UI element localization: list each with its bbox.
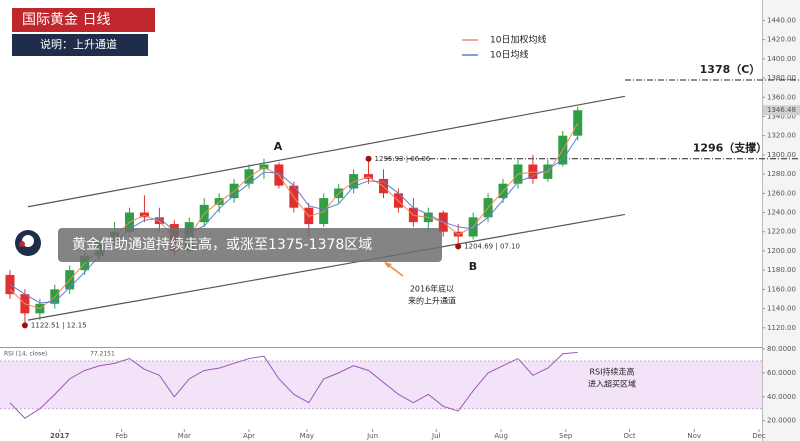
- extreme-label: 1295.93 | 06.06: [375, 155, 431, 163]
- x-tick-label: Aug: [494, 432, 508, 440]
- subtitle: 说明：上升通道: [40, 37, 117, 51]
- y-tick-label: 1340.00: [767, 112, 796, 120]
- x-tick-label: Dec: [752, 432, 766, 440]
- y-tick-label: 1120.00: [767, 324, 796, 332]
- subtitle-box: [12, 34, 148, 56]
- callout-text: 黄金借助通道持续走高，或涨至1375-1378区域: [72, 236, 372, 253]
- point-label: A: [274, 140, 283, 153]
- x-tick-label: Jun: [366, 432, 378, 440]
- x-tick-label: Sep: [559, 432, 573, 440]
- candle-body: [573, 110, 583, 136]
- y-tick-label: 1140.00: [767, 305, 796, 313]
- rsi-band: [0, 360, 762, 409]
- axis-panel: [762, 0, 800, 441]
- y-tick-label: 60.0000: [767, 369, 796, 377]
- rsi-last: 77.2151: [90, 351, 115, 358]
- y-tick-label: 1420.00: [767, 36, 796, 44]
- y-tick-label: 1180.00: [767, 266, 796, 274]
- extreme-dot: [365, 155, 372, 162]
- y-tick-label: 1280.00: [767, 170, 796, 178]
- x-tick-label: Nov: [687, 432, 701, 440]
- y-tick-label: 1220.00: [767, 228, 796, 236]
- y-tick-label: 40.0000: [767, 393, 796, 401]
- rsi-note: 进入超买区域: [588, 379, 636, 389]
- x-tick-label: Mar: [178, 432, 191, 440]
- callout-box: [58, 228, 442, 262]
- y-tick-label: 1260.00: [767, 189, 796, 197]
- x-tick-label: Oct: [624, 432, 636, 440]
- level-label: 1296（支撑）: [693, 141, 768, 155]
- y-tick-label: 1320.00: [767, 132, 796, 140]
- channel-line: [27, 95, 626, 208]
- extreme-dot: [21, 322, 28, 329]
- y-tick-label: 1300.00: [767, 151, 796, 159]
- y-tick-label: 1360.00: [767, 93, 796, 101]
- price-tag-label: 1346.48: [767, 106, 796, 114]
- rsi-title: RSI (14, close): [4, 351, 47, 358]
- y-tick-label: 80.0000: [767, 345, 796, 353]
- chart-title: 国际黄金 日线: [22, 11, 110, 28]
- y-tick-label: 1440.00: [767, 16, 796, 24]
- extreme-label: 1122.51 | 12.15: [31, 321, 87, 329]
- legend-label: 10日加权均线: [490, 34, 546, 46]
- legend-label: 10日均线: [490, 49, 528, 61]
- x-tick-label: Jul: [431, 432, 441, 440]
- plot: 1120.00 1140.00 1160.00 1180.00 1200.00 1220.…: [0, 16, 800, 440]
- y-tick-label: 20.0000: [767, 417, 796, 425]
- extreme-label: 1204.69 | 07.10: [464, 242, 520, 250]
- icon: [19, 241, 25, 247]
- y-tick-label: 1400.00: [767, 55, 796, 63]
- point-label: B: [469, 260, 477, 273]
- channel-note: 2016年底以: [410, 284, 454, 294]
- y-tick-label: 1380.00: [767, 74, 796, 82]
- x-tick-label: May: [300, 432, 314, 440]
- channel-note: 来的上升通道: [408, 296, 456, 306]
- arrow-head: [384, 262, 392, 268]
- candle-body: [5, 274, 15, 295]
- level-label: 1378（C）: [700, 63, 761, 76]
- title-box: [12, 8, 155, 32]
- price-tag: [763, 105, 800, 116]
- x-tick-label: Feb: [115, 432, 128, 440]
- channel-line: [27, 213, 626, 321]
- rsi-line: [9, 351, 578, 419]
- y-tick-label: 1200.00: [767, 247, 796, 255]
- y-tick-label: 1160.00: [767, 285, 796, 293]
- y-tick-label: 1240.00: [767, 209, 796, 217]
- extreme-dot: [455, 243, 462, 250]
- rsi-note: RSI持续走高: [590, 367, 635, 377]
- x-tick-label: 2017: [50, 432, 70, 440]
- x-tick-label: Apr: [243, 432, 255, 440]
